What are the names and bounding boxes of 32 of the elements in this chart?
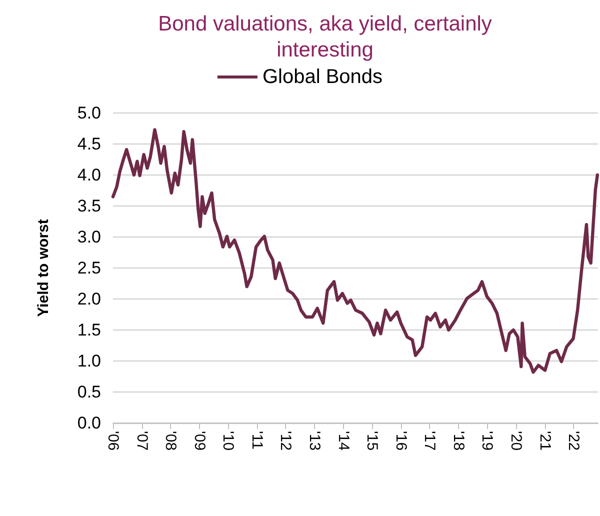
x-tick-label: '16 [392,431,410,451]
line-series [111,128,600,374]
y-tick-label: 2.0 [77,290,101,308]
x-tick-label: '21 [536,431,554,451]
y-tick-label: 2.5 [77,258,101,278]
y-tick-label: 3.5 [77,196,101,216]
legend-label: Global Bonds [262,66,383,88]
x-tick-label: '19 [478,431,496,451]
x-tick-label: '18 [450,431,467,451]
x-tick-label: '06 [104,431,122,451]
x-tick-label: '22 [565,431,582,451]
y-tick-label: 0.0 [77,414,101,432]
x-tick-label: '07 [133,431,150,451]
y-tick-label: 4.0 [77,166,101,184]
chart-title: Bond valuations, aka yield, certainly interesting [158,12,492,62]
x-tick-label: '13 [306,431,323,451]
x-tick-label: '08 [162,431,180,451]
y-tick-label: 4.5 [77,134,101,154]
y-tick-label: 0.5 [77,382,101,402]
x-tick-label: '10 [220,431,237,451]
y-tick-label: 1.0 [77,352,101,370]
y-tick-label: 5.0 [77,104,101,122]
x-tick-label: '12 [277,431,294,451]
y-tick-label: 1.5 [77,320,101,340]
x-tick-label: '17 [421,431,438,451]
x-tick-label: '09 [190,431,208,451]
x-tick-label: '15 [364,431,381,451]
x-tick-label: '11 [248,431,266,450]
y-axis-title: Yield to worst [35,219,52,317]
x-tick-label: '20 [507,431,524,451]
y-tick-label: 3.0 [77,228,101,246]
x-tick-label: '14 [334,431,352,451]
